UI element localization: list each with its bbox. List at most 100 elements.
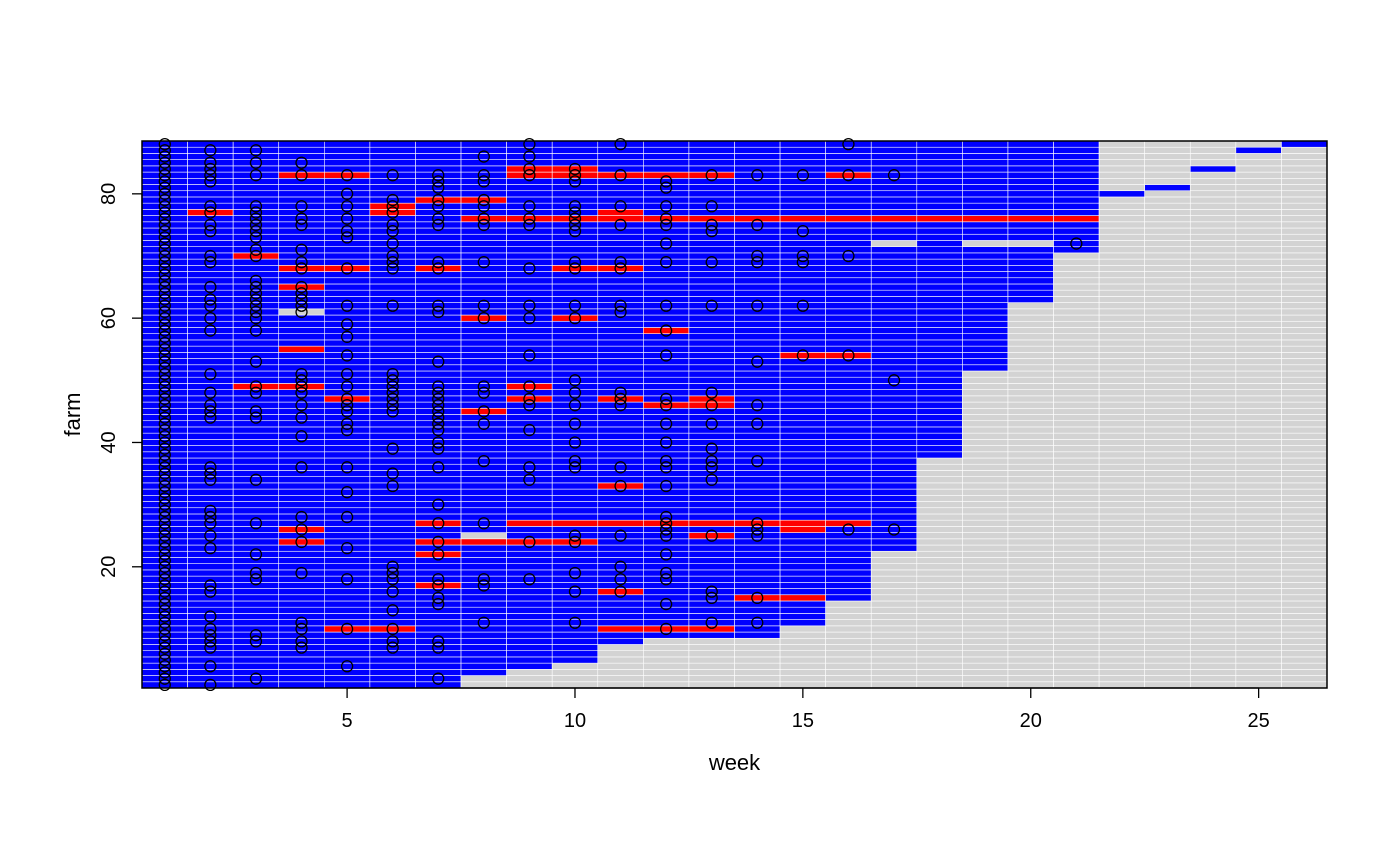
heatmap-cell — [1235, 209, 1282, 216]
observation-point — [523, 218, 536, 232]
heatmap-cell — [369, 457, 416, 465]
heatmap-cell — [141, 501, 188, 509]
observation-point — [614, 573, 627, 586]
heatmap-cell — [916, 606, 963, 614]
heatmap-cell — [688, 308, 735, 316]
heatmap-cell — [825, 594, 872, 602]
heatmap-cell — [734, 538, 781, 546]
heatmap-cell — [597, 532, 644, 540]
observation-point — [887, 523, 901, 536]
heatmap-cell — [779, 532, 826, 540]
heatmap-cell — [1235, 637, 1282, 645]
heatmap-cell — [1189, 513, 1237, 521]
heatmap-cell — [825, 439, 872, 446]
heatmap-cell — [734, 190, 781, 198]
heatmap-cell — [551, 327, 599, 334]
heatmap-cell — [232, 420, 280, 428]
heatmap-cell — [1235, 606, 1282, 614]
heatmap-cell — [825, 296, 872, 303]
heatmap-cell — [551, 538, 599, 546]
observation-point — [249, 517, 263, 530]
heatmap-cell — [962, 296, 1009, 303]
heatmap-cell — [779, 146, 826, 154]
heatmap-cell — [1007, 532, 1054, 540]
heatmap-cell — [506, 233, 553, 241]
heatmap-cell — [688, 258, 735, 266]
heatmap-cell — [916, 364, 963, 372]
heatmap-cell — [278, 495, 325, 502]
heatmap-cell — [369, 588, 416, 596]
observation-point — [158, 479, 171, 493]
observation-point — [386, 237, 399, 250]
heatmap-cell — [1007, 395, 1054, 403]
observation-point — [158, 305, 171, 319]
heatmap-cell — [1053, 370, 1100, 378]
observation-point — [887, 374, 901, 387]
heatmap-cell — [1053, 675, 1100, 683]
observation-point — [705, 473, 718, 486]
heatmap-cell — [1281, 656, 1328, 664]
observation-point — [204, 641, 217, 654]
heatmap-cell — [597, 457, 644, 465]
heatmap-cell — [1189, 637, 1237, 645]
heatmap-cell — [460, 563, 507, 571]
heatmap-cell — [506, 625, 553, 633]
heatmap-cell — [1235, 215, 1282, 223]
heatmap-cell — [962, 439, 1009, 446]
heatmap-cell — [688, 637, 735, 645]
heatmap-cell — [825, 252, 872, 260]
heatmap-cell — [369, 358, 416, 366]
heatmap-cell — [506, 656, 553, 664]
heatmap-cell — [506, 221, 553, 229]
heatmap-cell — [1144, 600, 1191, 608]
heatmap-cell — [460, 669, 507, 676]
heatmap-cell — [1098, 202, 1145, 210]
heatmap-cell — [734, 289, 781, 297]
heatmap-cell — [916, 246, 963, 254]
heatmap-cell — [916, 650, 963, 658]
heatmap-cell — [1098, 426, 1145, 434]
heatmap-cell — [1235, 414, 1282, 422]
observation-point — [340, 231, 354, 244]
heatmap-cell — [1189, 233, 1237, 241]
heatmap-cell — [1144, 669, 1191, 676]
heatmap-cell — [324, 613, 371, 620]
observation-point — [659, 510, 673, 524]
heatmap-cell — [278, 165, 325, 173]
heatmap-cell — [1144, 451, 1191, 459]
heatmap-cell — [597, 613, 644, 620]
heatmap-cell — [870, 631, 918, 639]
heatmap-cell — [597, 233, 644, 241]
heatmap-cell — [1053, 445, 1100, 453]
observation-point — [158, 448, 171, 462]
heatmap-cell — [551, 681, 599, 689]
observation-point — [249, 218, 263, 232]
heatmap-cell — [460, 209, 507, 216]
observation-point — [659, 479, 673, 493]
observation-point — [249, 411, 263, 424]
heatmap-cell — [1144, 395, 1191, 403]
heatmap-cell — [369, 507, 416, 515]
heatmap-cell — [1189, 383, 1237, 390]
observation-point — [659, 517, 673, 530]
heatmap-cell — [643, 283, 690, 291]
heatmap-cell — [962, 165, 1009, 173]
observation-point — [432, 635, 445, 648]
heatmap-cell — [962, 146, 1009, 154]
heatmap-cell — [1098, 184, 1145, 192]
heatmap-cell — [187, 215, 234, 223]
observation-point — [386, 560, 399, 573]
heatmap-cell — [460, 221, 507, 229]
heatmap-cell — [870, 345, 918, 353]
heatmap-cell — [962, 606, 1009, 614]
heatmap-cell — [460, 507, 507, 515]
heatmap-cell — [870, 159, 918, 167]
heatmap-cell — [187, 588, 234, 596]
heatmap-cell — [1281, 258, 1328, 266]
heatmap-cell — [232, 140, 280, 148]
heatmap-cell — [460, 575, 507, 583]
heatmap-cell — [916, 277, 963, 285]
heatmap-cell — [1235, 538, 1282, 546]
heatmap-cell — [324, 675, 371, 683]
heatmap-cell — [1007, 557, 1054, 564]
